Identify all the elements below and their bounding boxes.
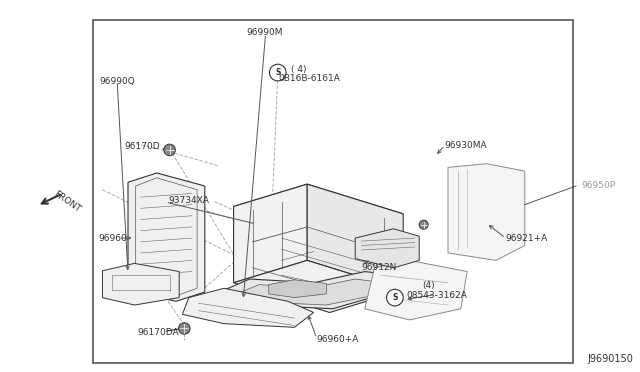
Polygon shape xyxy=(234,260,403,312)
Polygon shape xyxy=(448,164,525,260)
Text: 96990M: 96990M xyxy=(246,28,283,37)
Polygon shape xyxy=(237,279,384,305)
Polygon shape xyxy=(182,288,314,327)
Circle shape xyxy=(269,64,286,81)
Text: ( 4): ( 4) xyxy=(291,65,307,74)
Bar xyxy=(93,20,573,363)
Polygon shape xyxy=(224,272,397,309)
Polygon shape xyxy=(234,184,307,283)
Text: 96990Q: 96990Q xyxy=(99,77,135,86)
Text: 96170D: 96170D xyxy=(125,142,161,151)
Text: 96170DA: 96170DA xyxy=(138,328,179,337)
Text: S: S xyxy=(275,68,280,77)
Text: 0B16B-6161A: 0B16B-6161A xyxy=(278,74,340,83)
Text: FRONT: FRONT xyxy=(52,189,82,214)
Circle shape xyxy=(387,289,403,306)
Circle shape xyxy=(419,220,428,229)
Polygon shape xyxy=(234,184,403,236)
Text: 96912N: 96912N xyxy=(362,263,397,272)
Text: 96921+A: 96921+A xyxy=(506,234,548,243)
Polygon shape xyxy=(102,263,179,305)
Text: (4): (4) xyxy=(422,281,435,290)
Text: S: S xyxy=(392,293,397,302)
Text: J9690150: J9690150 xyxy=(588,354,634,364)
Circle shape xyxy=(179,323,190,334)
Text: 08543-3162A: 08543-3162A xyxy=(406,291,467,300)
Text: 96950P: 96950P xyxy=(581,182,615,190)
Text: 93734XA: 93734XA xyxy=(168,196,209,205)
Text: 96960+A: 96960+A xyxy=(317,335,359,344)
Polygon shape xyxy=(269,280,326,298)
Polygon shape xyxy=(128,173,205,301)
Polygon shape xyxy=(365,260,467,320)
Polygon shape xyxy=(307,184,403,290)
Polygon shape xyxy=(355,229,419,268)
Text: 96930MA: 96930MA xyxy=(445,141,488,150)
Text: 96960: 96960 xyxy=(98,234,127,243)
Circle shape xyxy=(164,144,175,155)
